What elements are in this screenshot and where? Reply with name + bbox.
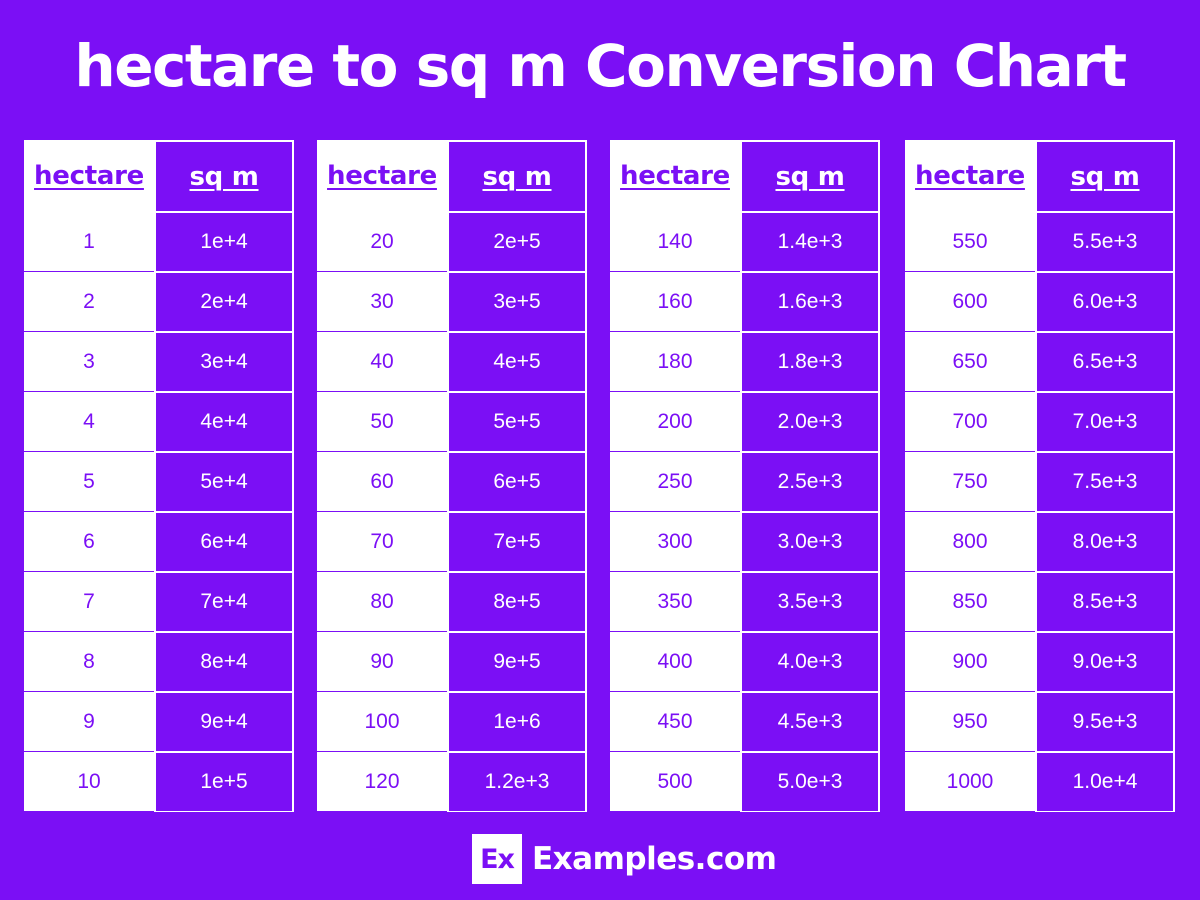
sq-m-value-cell: 7e+4 — [154, 572, 294, 632]
hectare-value-cell: 10 — [24, 752, 154, 811]
header-sq-m: sq m — [1035, 140, 1175, 212]
sq-m-value-cell: 1e+4 — [154, 212, 294, 272]
hectare-value-cell: 70 — [317, 512, 447, 571]
conversion-table-4: hectare sq m 550 5.5e+3 600 6.0e+3 650 6.5e+3 70… — [905, 140, 1177, 813]
sq-m-value-cell: 5e+4 — [154, 452, 294, 512]
sq-m-value-cell: 2.5e+3 — [740, 452, 880, 512]
hectare-value-cell: 300 — [610, 512, 740, 571]
header-hectare: hectare — [24, 140, 154, 212]
hectare-value-cell: 9 — [24, 692, 154, 751]
sq-m-value-cell: 7.5e+3 — [1035, 452, 1175, 512]
hectare-value-cell: 40 — [317, 332, 447, 391]
sq-m-value-cell: 6.0e+3 — [1035, 272, 1175, 332]
hectare-value-cell: 20 — [317, 212, 447, 271]
sq-m-value-cell: 8e+5 — [447, 572, 587, 632]
sq-m-value-cell: 7e+5 — [447, 512, 587, 572]
header-hectare: hectare — [905, 140, 1035, 212]
examples-logo-icon: Ex — [472, 834, 522, 884]
header-sq-m: sq m — [154, 140, 294, 212]
brand-name: Examples.com — [532, 841, 777, 877]
sq-m-value-cell: 3.5e+3 — [740, 572, 880, 632]
sq-m-value-cell: 9e+5 — [447, 632, 587, 692]
hectare-value-cell: 900 — [905, 632, 1035, 691]
hectare-value-cell: 5 — [24, 452, 154, 511]
sq-m-value-cell: 3e+4 — [154, 332, 294, 392]
sq-m-value-cell: 4.5e+3 — [740, 692, 880, 752]
hectare-value-cell: 100 — [317, 692, 447, 751]
sq-m-value-cell: 3e+5 — [447, 272, 587, 332]
sq-m-value-cell: 2.0e+3 — [740, 392, 880, 452]
conversion-table-1: hectare sq m 1 1e+4 2 2e+4 3 3e+4 4 4e+4 5 5e+4 6 6e+… — [24, 140, 296, 813]
header-hectare: hectare — [610, 140, 740, 212]
sq-m-value-cell: 1.8e+3 — [740, 332, 880, 392]
sq-m-value-cell: 5.5e+3 — [1035, 212, 1175, 272]
sq-m-value-cell: 8.0e+3 — [1035, 512, 1175, 572]
sq-m-value-cell: 1e+6 — [447, 692, 587, 752]
hectare-value-cell: 50 — [317, 392, 447, 451]
sq-m-value-cell: 4.0e+3 — [740, 632, 880, 692]
hectare-value-cell: 180 — [610, 332, 740, 391]
sq-m-value-cell: 1.4e+3 — [740, 212, 880, 272]
conversion-table-2: hectare sq m 20 2e+5 30 3e+5 40 4e+5 50 5e+5 60 6e+… — [317, 140, 589, 813]
brand-footer: Ex Examples.com — [472, 834, 777, 884]
hectare-value-cell: 140 — [610, 212, 740, 271]
sq-m-value-cell: 4e+5 — [447, 332, 587, 392]
sq-m-value-cell: 4e+4 — [154, 392, 294, 452]
sq-m-value-cell: 8e+4 — [154, 632, 294, 692]
hectare-value-cell: 3 — [24, 332, 154, 391]
hectare-value-cell: 950 — [905, 692, 1035, 751]
hectare-value-cell: 160 — [610, 272, 740, 331]
sq-m-value-cell: 8.5e+3 — [1035, 572, 1175, 632]
hectare-value-cell: 200 — [610, 392, 740, 451]
sq-m-value-cell: 9e+4 — [154, 692, 294, 752]
hectare-value-cell: 750 — [905, 452, 1035, 511]
hectare-value-cell: 2 — [24, 272, 154, 331]
hectare-value-cell: 800 — [905, 512, 1035, 571]
sq-m-value-cell: 5e+5 — [447, 392, 587, 452]
hectare-value-cell: 700 — [905, 392, 1035, 451]
sq-m-value-cell: 9.0e+3 — [1035, 632, 1175, 692]
hectare-value-cell: 600 — [905, 272, 1035, 331]
hectare-value-cell: 90 — [317, 632, 447, 691]
hectare-value-cell: 350 — [610, 572, 740, 631]
sq-m-value-cell: 3.0e+3 — [740, 512, 880, 572]
sq-m-value-cell: 1.2e+3 — [447, 752, 587, 812]
conversion-table-3: hectare sq m 140 1.4e+3 160 1.6e+3 180 1.8e+3 20… — [610, 140, 882, 813]
header-sq-m: sq m — [447, 140, 587, 212]
hectare-value-cell: 850 — [905, 572, 1035, 631]
sq-m-value-cell: 6e+4 — [154, 512, 294, 572]
hectare-value-cell: 250 — [610, 452, 740, 511]
sq-m-value-cell: 9.5e+3 — [1035, 692, 1175, 752]
chart-title: hectare to sq m Conversion Chart — [74, 32, 1127, 100]
hectare-value-cell: 400 — [610, 632, 740, 691]
hectare-value-cell: 80 — [317, 572, 447, 631]
hectare-value-cell: 7 — [24, 572, 154, 631]
hectare-value-cell: 120 — [317, 752, 447, 811]
hectare-value-cell: 500 — [610, 752, 740, 811]
hectare-value-cell: 650 — [905, 332, 1035, 391]
header-hectare: hectare — [317, 140, 447, 212]
hectare-value-cell: 8 — [24, 632, 154, 691]
hectare-value-cell: 1 — [24, 212, 154, 271]
sq-m-value-cell: 1.0e+4 — [1035, 752, 1175, 812]
sq-m-value-cell: 5.0e+3 — [740, 752, 880, 812]
sq-m-value-cell: 2e+5 — [447, 212, 587, 272]
sq-m-value-cell: 2e+4 — [154, 272, 294, 332]
sq-m-value-cell: 6.5e+3 — [1035, 332, 1175, 392]
hectare-value-cell: 60 — [317, 452, 447, 511]
hectare-value-cell: 550 — [905, 212, 1035, 271]
hectare-value-cell: 450 — [610, 692, 740, 751]
hectare-value-cell: 6 — [24, 512, 154, 571]
hectare-value-cell: 4 — [24, 392, 154, 451]
sq-m-value-cell: 6e+5 — [447, 452, 587, 512]
hectare-value-cell: 30 — [317, 272, 447, 331]
sq-m-value-cell: 1.6e+3 — [740, 272, 880, 332]
sq-m-value-cell: 7.0e+3 — [1035, 392, 1175, 452]
hectare-value-cell: 1000 — [905, 752, 1035, 811]
sq-m-value-cell: 1e+5 — [154, 752, 294, 812]
header-sq-m: sq m — [740, 140, 880, 212]
